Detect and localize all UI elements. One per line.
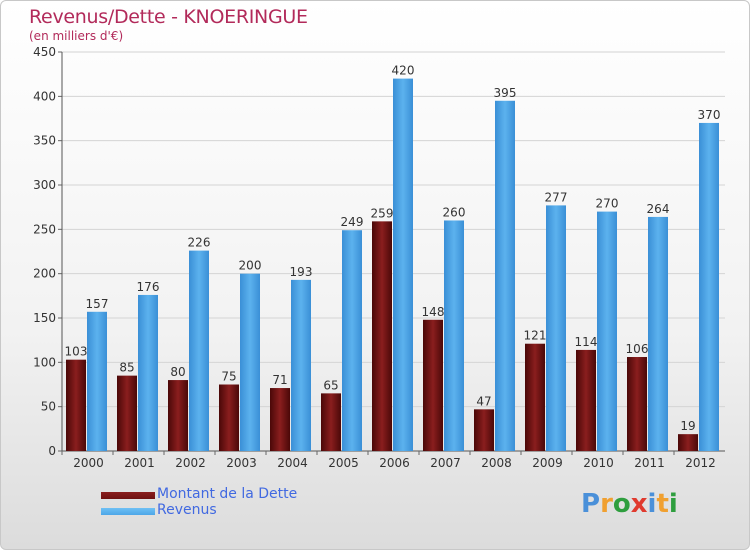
bar-debt — [66, 359, 86, 451]
y-tick-label: 200 — [33, 267, 56, 281]
y-tick-label: 450 — [33, 45, 56, 59]
value-label-debt: 114 — [575, 335, 598, 349]
bar-revenus — [699, 122, 719, 451]
value-label-revenus: 370 — [698, 108, 721, 122]
bar-debt — [474, 409, 494, 451]
proxiti-logo: Proxiti — [581, 489, 678, 519]
bar-debt — [576, 349, 596, 451]
x-tick-label: 2009 — [532, 456, 563, 470]
x-tick-label: 2001 — [124, 456, 155, 470]
y-tick-label: 150 — [33, 311, 56, 325]
y-tick-label: 300 — [33, 178, 56, 192]
bar-revenus — [87, 311, 107, 451]
bar-revenus — [444, 220, 464, 451]
value-label-revenus: 176 — [137, 280, 160, 294]
x-tick-label: 2012 — [685, 456, 716, 470]
value-label-revenus: 157 — [86, 297, 109, 311]
value-label-revenus: 193 — [290, 265, 313, 279]
value-label-revenus: 395 — [494, 86, 517, 100]
bar-debt — [423, 319, 443, 451]
value-label-debt: 71 — [272, 373, 287, 387]
value-label-revenus: 277 — [545, 190, 568, 204]
x-tick-label: 2008 — [481, 456, 512, 470]
bar-revenus — [648, 216, 668, 451]
legend-swatch-revenus — [101, 508, 155, 515]
bar-debt — [168, 380, 188, 451]
value-label-debt: 19 — [680, 419, 695, 433]
bar-debt — [117, 375, 137, 451]
y-tick-label: 100 — [33, 355, 56, 369]
bar-debt — [525, 343, 545, 451]
value-label-debt: 47 — [476, 394, 491, 408]
logo-letter: x — [630, 489, 648, 519]
legend-label-revenus: Revenus — [157, 502, 217, 518]
bar-revenus — [189, 250, 209, 451]
value-label-revenus: 420 — [392, 64, 415, 78]
value-label-debt: 65 — [323, 378, 338, 392]
x-tick-label: 2011 — [634, 456, 665, 470]
bars — [66, 78, 719, 452]
bar-revenus — [393, 78, 413, 451]
bar-revenus — [495, 100, 515, 452]
x-tick-label: 2004 — [277, 456, 308, 470]
x-tick-label: 2006 — [379, 456, 410, 470]
bar-debt — [627, 357, 647, 451]
y-tick-label: 250 — [33, 222, 56, 236]
logo-letter: t — [656, 489, 669, 519]
x-tick-label: 2002 — [175, 456, 206, 470]
x-tick-label: 2007 — [430, 456, 461, 470]
value-label-debt: 85 — [119, 361, 134, 375]
bar-debt — [678, 434, 698, 451]
bar-revenus — [342, 230, 362, 451]
value-label-debt: 259 — [371, 206, 394, 220]
value-labels: 103 157 85 176 80 226 75 200 71 193 65 249 259 420 148… — [65, 64, 721, 434]
value-label-debt: 106 — [626, 342, 649, 356]
value-label-revenus: 260 — [443, 205, 466, 219]
logo-letter: o — [612, 489, 631, 519]
value-label-debt: 121 — [524, 329, 547, 343]
logo-letter: i — [668, 489, 678, 519]
value-label-revenus: 226 — [188, 236, 211, 250]
bar-revenus — [291, 279, 311, 451]
x-tick-label: 2000 — [73, 456, 104, 470]
logo-letter: i — [647, 489, 657, 519]
value-label-revenus: 200 — [239, 259, 262, 273]
bar-revenus — [546, 205, 566, 451]
legend-label-debt: Montant de la Dette — [157, 486, 298, 502]
chart-subtitle: (en milliers d'€) — [29, 29, 124, 43]
bar-revenus — [240, 273, 260, 451]
value-label-debt: 75 — [221, 370, 236, 384]
bar-revenus — [138, 294, 158, 451]
logo-letter: r — [600, 489, 613, 519]
value-label-debt: 103 — [65, 345, 88, 359]
value-label-revenus: 264 — [647, 202, 670, 216]
bar-revenus — [597, 211, 617, 451]
y-tick-label: 0 — [48, 444, 56, 458]
value-label-revenus: 249 — [341, 215, 364, 229]
x-tick-label: 2010 — [583, 456, 614, 470]
y-tick-label: 350 — [33, 134, 56, 148]
bar-debt — [270, 388, 290, 451]
y-tick-label: 50 — [41, 400, 56, 414]
value-label-revenus: 270 — [596, 197, 619, 211]
logo-letter: P — [581, 489, 601, 519]
x-tick-label: 2005 — [328, 456, 359, 470]
bar-debt — [321, 393, 341, 451]
y-tick-label: 400 — [33, 89, 56, 103]
value-label-debt: 148 — [422, 305, 445, 319]
value-label-debt: 80 — [170, 365, 185, 379]
bar-debt — [219, 384, 239, 451]
bar-debt — [372, 221, 392, 451]
chart-title: Revenus/Dette - KNOERINGUE — [29, 6, 308, 28]
x-tick-label: 2003 — [226, 456, 257, 470]
legend-swatch-debt — [101, 492, 155, 499]
